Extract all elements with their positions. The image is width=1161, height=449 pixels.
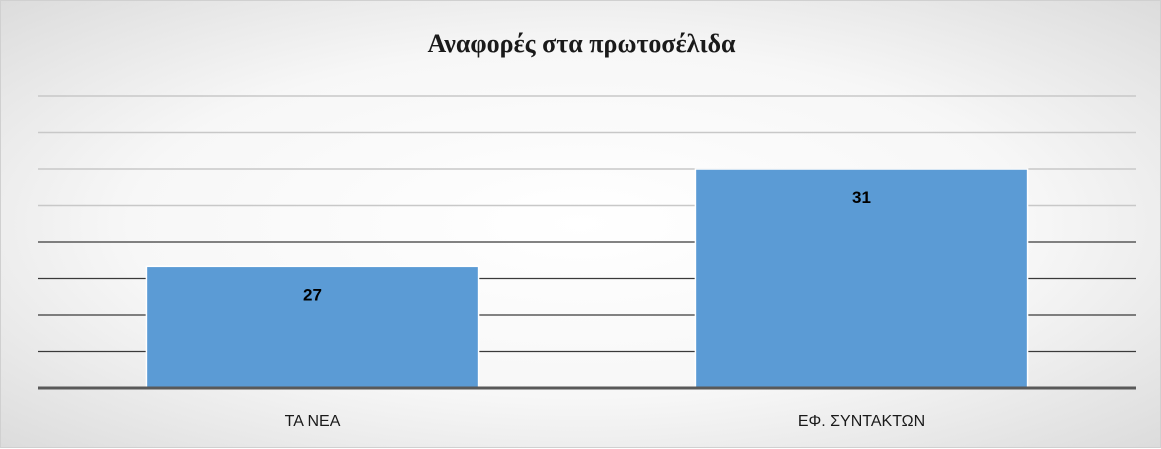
value-labels: 27 31 xyxy=(303,188,871,304)
category-label-0: ΤΑ ΝΕΑ xyxy=(285,413,341,430)
bar-0 xyxy=(145,265,480,389)
category-labels: ΤΑ ΝΕΑ ΕΦ. ΣΥΝΤΑΚΤΩΝ xyxy=(285,413,926,430)
category-label-1: ΕΦ. ΣΥΝΤΑΚΤΩΝ xyxy=(798,413,925,430)
bars xyxy=(145,168,1029,389)
chart-title: Αναφορές στα πρωτοσέλιδα xyxy=(427,29,736,58)
bar-1 xyxy=(694,168,1029,389)
value-label-1: 31 xyxy=(852,188,871,207)
value-label-0: 27 xyxy=(303,285,322,304)
